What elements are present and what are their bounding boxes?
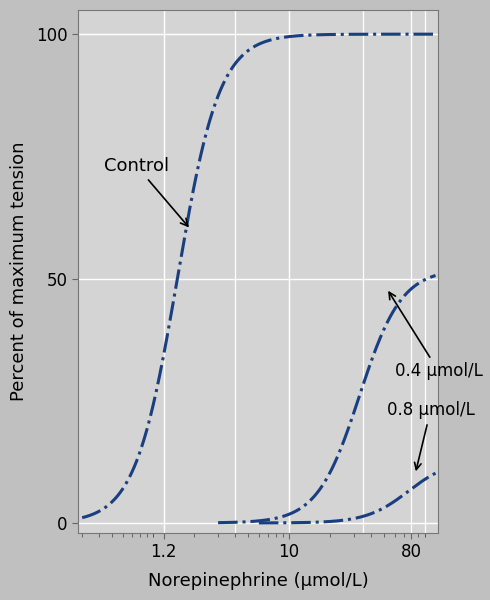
Text: 0.8 μmol/L: 0.8 μmol/L <box>387 401 474 470</box>
X-axis label: Norepinephrine (μmol/L): Norepinephrine (μmol/L) <box>148 572 368 590</box>
Text: Control: Control <box>104 157 188 226</box>
Y-axis label: Percent of maximum tension: Percent of maximum tension <box>10 142 28 401</box>
Text: 0.4 μmol/L: 0.4 μmol/L <box>389 292 483 380</box>
